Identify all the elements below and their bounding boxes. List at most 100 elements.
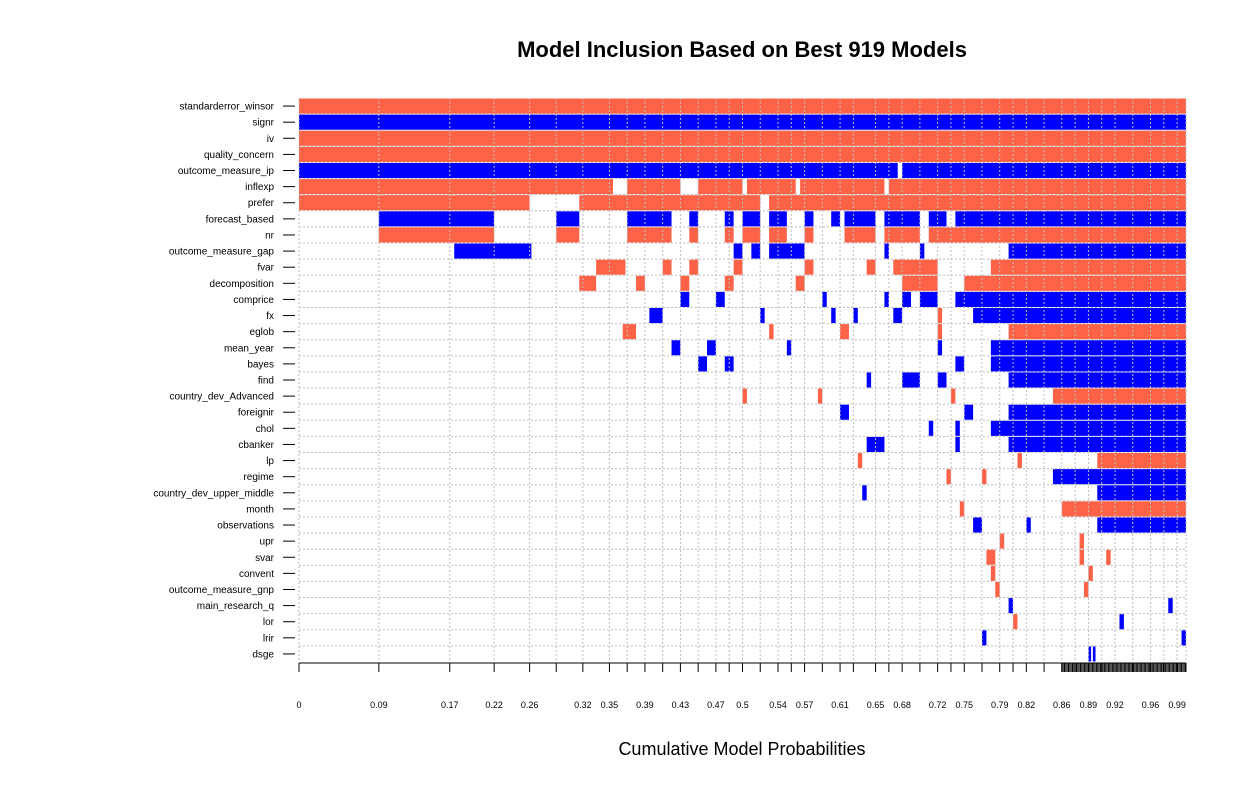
x-tick-label: 0.68 <box>893 700 911 710</box>
variable-label: lor <box>263 617 275 628</box>
cell-outcome_measure_gap <box>733 243 743 259</box>
cell-month <box>1061 501 1186 517</box>
cell-convent <box>990 565 996 581</box>
cell-lp <box>1017 453 1022 469</box>
x-tick-label: 0.79 <box>991 700 1009 710</box>
cell-forecast_based <box>556 211 580 227</box>
cell-eglob <box>840 324 849 340</box>
variable-label: comprice <box>233 295 274 306</box>
variable-label: inflexp <box>245 182 274 193</box>
cell-decomposition <box>579 275 597 291</box>
x-tick-label: 0.86 <box>1053 700 1071 710</box>
cell-decomposition <box>680 275 690 291</box>
variable-label: dsge <box>252 649 274 660</box>
cell-find <box>866 372 872 388</box>
variable-label: svar <box>255 553 275 564</box>
cell-country_dev_upper_middle <box>862 485 867 501</box>
cell-comprice <box>715 291 725 307</box>
cell-outcome_measure_gap <box>751 243 761 259</box>
cell-outcome_measure_ip <box>299 162 898 179</box>
cell-lp <box>1097 453 1186 469</box>
variable-label: outcome_measure_gnp <box>169 585 275 596</box>
x-tick-label: 0.75 <box>955 700 973 710</box>
cell-cbanker <box>866 436 885 453</box>
cell-outcome_measure_gap <box>1008 243 1186 259</box>
cell-fx <box>649 307 663 324</box>
cell-fvar <box>804 259 814 275</box>
cell-comprice <box>955 291 1186 307</box>
grid-lines <box>298 98 1187 662</box>
cell-inflexp <box>888 179 1186 195</box>
cell-fvar <box>893 259 938 275</box>
variable-label: outcome_measure_ip <box>178 166 275 177</box>
cell-fvar <box>662 259 672 275</box>
variable-label: foreignir <box>238 408 275 419</box>
cell-cbanker <box>955 436 960 453</box>
cell-inflexp <box>698 179 743 195</box>
cell-find <box>902 372 920 388</box>
cell-find <box>937 372 947 388</box>
cell-main_research_q <box>1008 598 1014 614</box>
cell-eglob <box>937 324 943 340</box>
variable-label: regime <box>243 472 274 483</box>
cell-eglob <box>769 324 774 340</box>
cell-chol <box>990 420 1186 436</box>
cell-prefer <box>769 195 1186 211</box>
cell-outcome_measure_gap <box>884 243 889 259</box>
x-tick-label: 0.99 <box>1168 700 1186 710</box>
cell-regime <box>946 469 951 485</box>
variable-label: month <box>246 504 274 515</box>
variable-label: standarderror_winsor <box>180 102 275 113</box>
cell-observations <box>973 517 982 533</box>
cell-mean_year <box>707 340 716 356</box>
cell-fx <box>831 307 836 324</box>
x-tick-label: 0.92 <box>1106 700 1124 710</box>
cell-upr <box>999 533 1005 549</box>
cell-foreignir <box>964 404 974 420</box>
x-tick-label: 0 <box>296 700 301 710</box>
cell-eglob <box>1008 324 1186 340</box>
cell-eglob <box>622 324 637 340</box>
cell-fvar <box>866 259 876 275</box>
variable-label: bayes <box>247 359 274 370</box>
x-tick-label: 0.32 <box>574 700 592 710</box>
cell-lrir <box>1181 630 1186 646</box>
chart-title: Model Inclusion Based on Best 919 Models <box>517 37 967 62</box>
cell-regime <box>1052 469 1186 485</box>
cell-dsge <box>1088 646 1092 662</box>
cell-lp <box>857 453 863 469</box>
cell-forecast_based <box>378 211 495 227</box>
cell-upr <box>1079 533 1084 549</box>
cell-mean_year <box>671 340 681 356</box>
x-tick-label: 0.96 <box>1142 700 1160 710</box>
cell-nr <box>627 227 672 243</box>
cell-inflexp <box>746 179 796 195</box>
cell-nr <box>689 227 699 243</box>
cell-chol <box>955 420 960 436</box>
variable-label: upr <box>260 537 275 548</box>
cell-comprice <box>919 291 938 307</box>
cell-svar <box>1106 549 1111 565</box>
x-tick-label: 0.09 <box>370 700 388 710</box>
cell-inflexp <box>800 179 885 195</box>
variable-label: prefer <box>248 198 275 209</box>
cell-outcome_measure_gap <box>919 243 925 259</box>
cell-month <box>959 501 965 517</box>
x-axis: 0 0.09 0.17 0.22 0.26 0.32 0.35 0.39 0.43 0.47 0.5… <box>296 662 1187 710</box>
cell-forecast_based <box>831 211 841 227</box>
x-tick-label: 0.82 <box>1018 700 1036 710</box>
variable-label: cbanker <box>238 440 274 451</box>
cell-foreignir <box>1008 404 1186 420</box>
cell-fvar <box>733 259 743 275</box>
cell-nr <box>378 227 495 243</box>
variable-label: observations <box>217 521 274 532</box>
variable-label: iv <box>267 134 274 145</box>
x-tick-label: 0.35 <box>601 700 619 710</box>
cell-lor <box>1013 614 1018 630</box>
cell-svar <box>986 549 996 565</box>
variable-label: chol <box>256 424 274 435</box>
cell-nr <box>556 227 580 243</box>
cell-outcome_measure_gap <box>454 243 532 259</box>
cell-nr <box>844 227 876 243</box>
